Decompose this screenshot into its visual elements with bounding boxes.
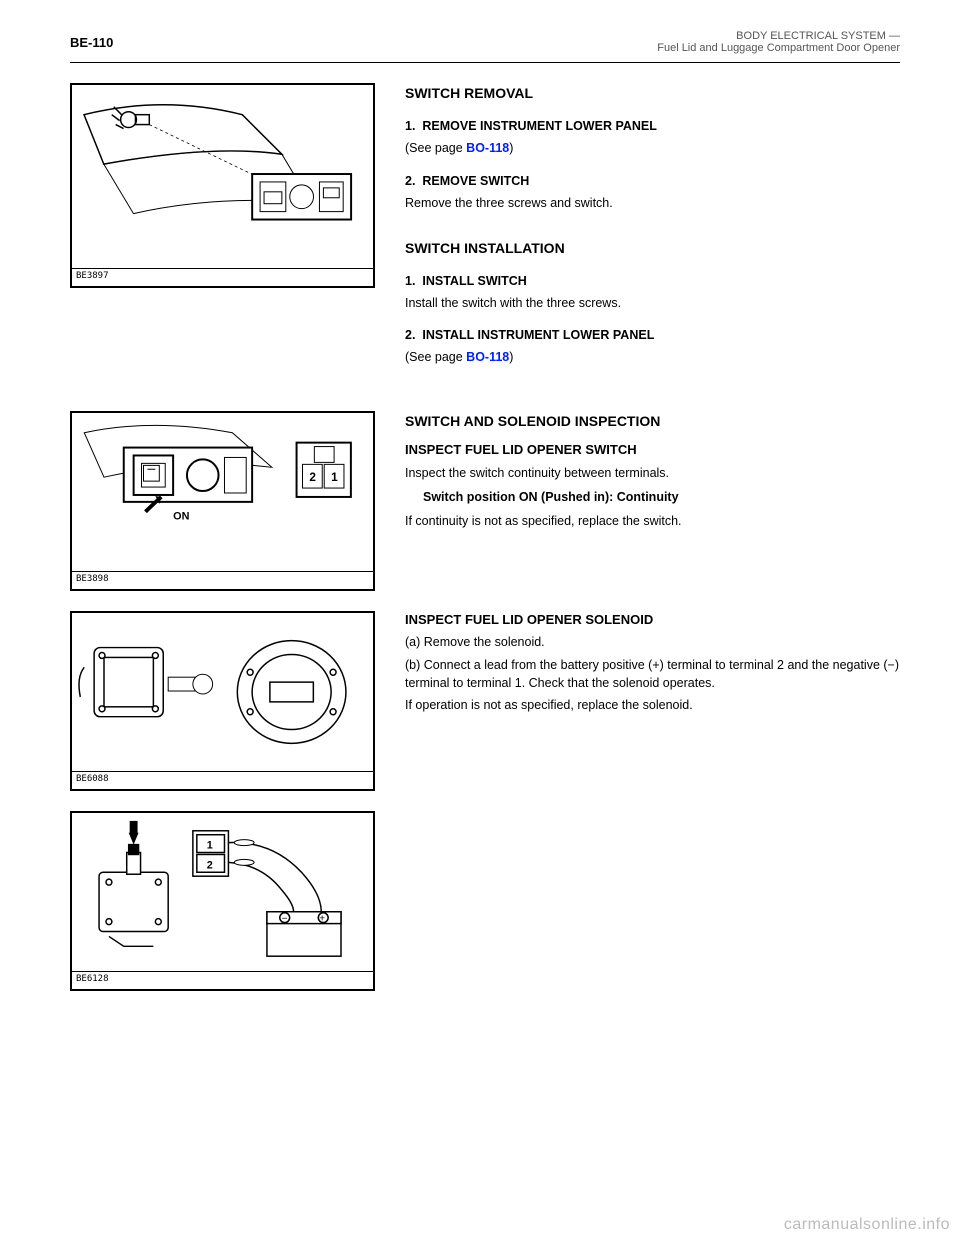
install-step2: 2. INSTALL INSTRUMENT LOWER PANEL	[405, 326, 900, 344]
install-step1-body: Install the switch with the three screws…	[405, 294, 900, 312]
row-solenoid-test: 1 2 − + BE6128	[70, 811, 900, 991]
header-title: BODY ELECTRICAL SYSTEM — Fuel Lid and Lu…	[657, 30, 900, 54]
figure-switch-removal: BE3897	[70, 83, 375, 288]
svg-text:1: 1	[331, 470, 338, 484]
solenoid-a: (a) Remove the solenoid.	[405, 633, 900, 651]
solenoid-b: (b) Connect a lead from the battery posi…	[405, 656, 900, 692]
heading-switch-removal: SWITCH REMOVAL	[405, 83, 900, 103]
figure-label: BE3898	[72, 571, 373, 589]
link-bo118-1[interactable]: BO-118	[466, 141, 509, 155]
page-container: BE-110 BODY ELECTRICAL SYSTEM — Fuel Lid…	[0, 0, 960, 1041]
header-title-l2: Fuel Lid and Luggage Compartment Door Op…	[657, 42, 900, 54]
empty-text-col	[405, 811, 900, 991]
step1: 1. REMOVE INSTRUMENT LOWER PANEL	[405, 117, 900, 135]
inspect-switch-l2: Switch position ON (Pushed in): Continui…	[423, 488, 900, 506]
header-title-l1: BODY ELECTRICAL SYSTEM	[736, 30, 886, 42]
svg-text:1: 1	[207, 839, 213, 851]
figure-solenoid-car: BE6088	[70, 611, 375, 791]
link-bo118-2[interactable]: BO-118	[466, 350, 509, 364]
svg-text:+: +	[319, 913, 325, 924]
step1-see: (See page BO-118)	[405, 139, 900, 157]
sub-inspect-switch: INSPECT FUEL LID OPENER SWITCH	[405, 441, 900, 460]
install-step2-see: (See page BO-118)	[405, 348, 900, 366]
solenoid-c: If operation is not as specified, replac…	[405, 696, 900, 714]
figure-solenoid-test: 1 2 − + BE6128	[70, 811, 375, 991]
step2-body: Remove the three screws and switch.	[405, 194, 900, 212]
figure-label: BE3897	[72, 268, 373, 286]
row-switch-removal: BE3897 SWITCH REMOVAL 1. REMOVE INSTRUME…	[70, 83, 900, 381]
text-switch-removal: SWITCH REMOVAL 1. REMOVE INSTRUMENT LOWE…	[405, 83, 900, 381]
heading-inspection: SWITCH AND SOLENOID INSPECTION	[405, 411, 900, 431]
figure-inspect-switch: ON 2 1 BE3898	[70, 411, 375, 591]
sub-inspect-solenoid: INSPECT FUEL LID OPENER SOLENOID	[405, 611, 900, 630]
watermark: carmanualsonline.info	[784, 1216, 950, 1234]
page-header: BE-110 BODY ELECTRICAL SYSTEM — Fuel Lid…	[70, 30, 900, 54]
row-inspect-switch: ON 2 1 BE3898 SWITCH AND SOLENOID INSPEC…	[70, 411, 900, 591]
inspect-switch-l1: Inspect the switch continuity between te…	[405, 464, 900, 482]
svg-text:−: −	[282, 913, 288, 924]
svg-text:2: 2	[309, 470, 316, 484]
page-number: BE-110	[70, 35, 113, 50]
row-inspect-solenoid: BE6088 INSPECT FUEL LID OPENER SOLENOID …	[70, 611, 900, 791]
figure-label: BE6128	[72, 971, 373, 989]
header-rule	[70, 62, 900, 63]
svg-text:2: 2	[207, 859, 213, 871]
step2: 2. REMOVE SWITCH	[405, 172, 900, 190]
heading-switch-install: SWITCH INSTALLATION	[405, 238, 900, 258]
figure-label: BE6088	[72, 771, 373, 789]
inspect-switch-l3: If continuity is not as specified, repla…	[405, 512, 900, 530]
text-inspect-switch: SWITCH AND SOLENOID INSPECTION INSPECT F…	[405, 411, 900, 591]
install-step1: 1. INSTALL SWITCH	[405, 272, 900, 290]
text-inspect-solenoid: INSPECT FUEL LID OPENER SOLENOID (a) Rem…	[405, 611, 900, 791]
svg-text:ON: ON	[173, 510, 189, 522]
